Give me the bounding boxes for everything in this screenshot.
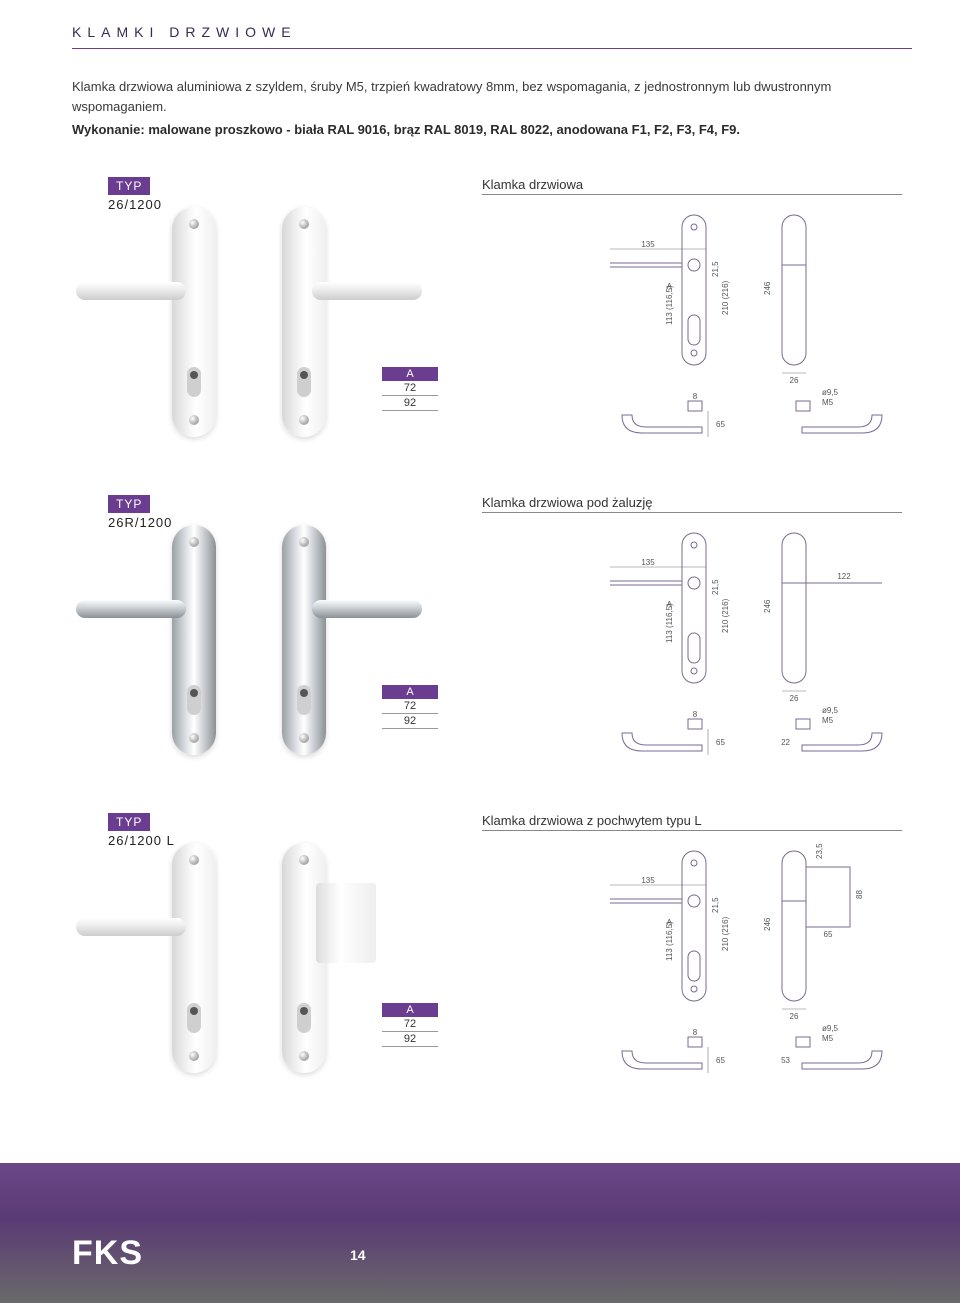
svg-text:M5: M5 <box>822 716 834 725</box>
a-table-row: 92 <box>382 714 438 729</box>
page-title: KLAMKI DRZWIOWE <box>72 24 912 40</box>
product-photo <box>132 207 392 447</box>
technical-drawing: 135 21,5 210 (216) 113 (116,5) A 246 26 … <box>522 205 922 455</box>
svg-text:ø9,5: ø9,5 <box>822 1024 839 1033</box>
svg-text:65: 65 <box>824 930 833 939</box>
svg-text:53: 53 <box>781 1056 790 1065</box>
product-item: TYP 26/1200 L Klamka drzwiowa z pochwyte… <box>72 813 912 1103</box>
svg-text:A: A <box>667 918 673 927</box>
svg-text:246: 246 <box>763 917 772 931</box>
svg-text:8: 8 <box>693 1028 698 1037</box>
a-table: A 72 92 <box>382 367 438 411</box>
item-title: Klamka drzwiowa <box>482 177 902 195</box>
svg-text:21,5: 21,5 <box>711 261 720 277</box>
svg-text:26: 26 <box>790 376 799 385</box>
a-table-row: 92 <box>382 1032 438 1047</box>
product-photo <box>132 525 392 765</box>
typ-label: TYP <box>108 813 150 831</box>
intro-text: Klamka drzwiowa aluminiowa z szyldem, śr… <box>72 77 912 116</box>
a-table-head: A <box>382 685 438 699</box>
intro-bold: Wykonanie: malowane proszkowo - biała RA… <box>72 122 912 137</box>
svg-text:21,5: 21,5 <box>711 897 720 913</box>
svg-text:A: A <box>667 600 673 609</box>
svg-text:210 (216): 210 (216) <box>721 280 730 315</box>
item-title: Klamka drzwiowa pod żaluzję <box>482 495 902 513</box>
svg-text:23,5: 23,5 <box>815 843 824 859</box>
product-item: TYP 26/1200 Klamka drzwiowa A 72 92 <box>72 177 912 467</box>
svg-text:210 (216): 210 (216) <box>721 916 730 951</box>
svg-text:A: A <box>667 282 673 291</box>
svg-text:8: 8 <box>693 392 698 401</box>
svg-text:8: 8 <box>693 710 698 719</box>
technical-drawing: 135 21,5 210 (216) 113 (116,5) A 122 246… <box>522 523 922 773</box>
a-table-row: 72 <box>382 1017 438 1032</box>
svg-text:22: 22 <box>781 738 790 747</box>
product-photo <box>132 843 392 1083</box>
a-table-head: A <box>382 1003 438 1017</box>
svg-text:246: 246 <box>763 599 772 613</box>
svg-text:M5: M5 <box>822 398 834 407</box>
svg-text:65: 65 <box>716 1056 725 1065</box>
svg-text:246: 246 <box>763 281 772 295</box>
typ-label: TYP <box>108 177 150 195</box>
footer-logo: FKS <box>72 1234 143 1273</box>
a-table: A 72 92 <box>382 1003 438 1047</box>
svg-text:21,5: 21,5 <box>711 579 720 595</box>
svg-text:135: 135 <box>641 240 655 249</box>
a-table-row: 72 <box>382 699 438 714</box>
svg-text:26: 26 <box>790 694 799 703</box>
technical-drawing: 135 21,5 210 (216) 113 (116,5) A 23,5 88… <box>522 841 922 1091</box>
page-number: 14 <box>350 1247 366 1263</box>
svg-text:135: 135 <box>641 876 655 885</box>
svg-text:65: 65 <box>716 420 725 429</box>
svg-text:65: 65 <box>716 738 725 747</box>
a-table-row: 92 <box>382 396 438 411</box>
typ-label: TYP <box>108 495 150 513</box>
a-table-head: A <box>382 367 438 381</box>
svg-text:26: 26 <box>790 1012 799 1021</box>
item-title: Klamka drzwiowa z pochwytem typu L <box>482 813 902 831</box>
a-table: A 72 92 <box>382 685 438 729</box>
a-table-row: 72 <box>382 381 438 396</box>
svg-text:ø9,5: ø9,5 <box>822 706 839 715</box>
svg-text:122: 122 <box>837 572 851 581</box>
svg-text:ø9,5: ø9,5 <box>822 388 839 397</box>
footer: FKS 14 <box>0 1163 960 1303</box>
svg-text:88: 88 <box>855 890 864 899</box>
svg-text:135: 135 <box>641 558 655 567</box>
header-rule <box>72 48 912 49</box>
product-item: TYP 26R/1200 Klamka drzwiowa pod żaluzję… <box>72 495 912 785</box>
svg-text:M5: M5 <box>822 1034 834 1043</box>
svg-text:210 (216): 210 (216) <box>721 598 730 633</box>
